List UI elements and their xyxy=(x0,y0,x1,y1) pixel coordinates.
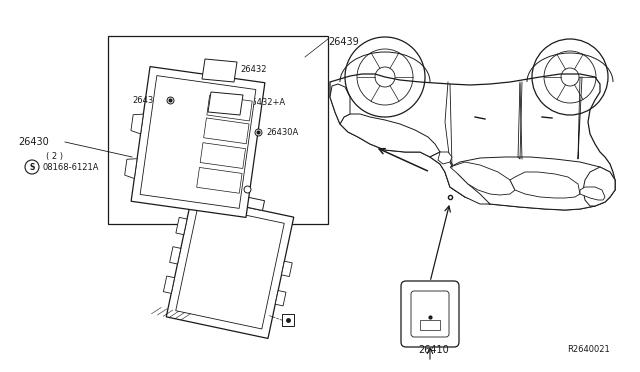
FancyBboxPatch shape xyxy=(401,281,459,347)
Polygon shape xyxy=(166,196,294,339)
Polygon shape xyxy=(131,114,143,134)
Polygon shape xyxy=(340,114,440,157)
Bar xyxy=(108,36,328,224)
Polygon shape xyxy=(196,167,242,193)
Polygon shape xyxy=(170,247,180,264)
Text: 26430A: 26430A xyxy=(132,96,165,105)
Polygon shape xyxy=(131,67,265,217)
Polygon shape xyxy=(583,167,615,206)
Polygon shape xyxy=(450,162,515,195)
Polygon shape xyxy=(176,205,284,329)
Polygon shape xyxy=(204,118,249,144)
Polygon shape xyxy=(330,74,615,210)
Text: R2640021: R2640021 xyxy=(567,346,610,355)
Text: 26439: 26439 xyxy=(328,37,359,47)
FancyBboxPatch shape xyxy=(411,291,449,337)
Polygon shape xyxy=(580,187,605,200)
Text: S: S xyxy=(29,163,35,171)
Polygon shape xyxy=(430,152,490,204)
Polygon shape xyxy=(282,261,292,276)
Polygon shape xyxy=(176,217,187,235)
Polygon shape xyxy=(200,143,246,169)
Text: 26432: 26432 xyxy=(240,64,266,74)
Text: 26432+A: 26432+A xyxy=(246,97,285,106)
Polygon shape xyxy=(282,314,294,326)
Polygon shape xyxy=(330,84,350,124)
Text: 08168-6121A: 08168-6121A xyxy=(42,163,99,171)
Bar xyxy=(420,320,440,330)
Polygon shape xyxy=(438,152,452,164)
Polygon shape xyxy=(163,276,175,294)
Text: 26430A: 26430A xyxy=(266,128,298,137)
Polygon shape xyxy=(202,59,237,82)
Polygon shape xyxy=(125,159,137,179)
Polygon shape xyxy=(207,95,252,121)
Text: 26430: 26430 xyxy=(18,137,49,147)
Polygon shape xyxy=(445,157,615,210)
Polygon shape xyxy=(140,76,256,208)
Polygon shape xyxy=(223,192,264,211)
Polygon shape xyxy=(510,172,580,198)
Polygon shape xyxy=(275,291,286,306)
Text: ( 2 ): ( 2 ) xyxy=(46,151,63,160)
Text: 26410: 26410 xyxy=(418,345,449,355)
Polygon shape xyxy=(208,92,243,115)
